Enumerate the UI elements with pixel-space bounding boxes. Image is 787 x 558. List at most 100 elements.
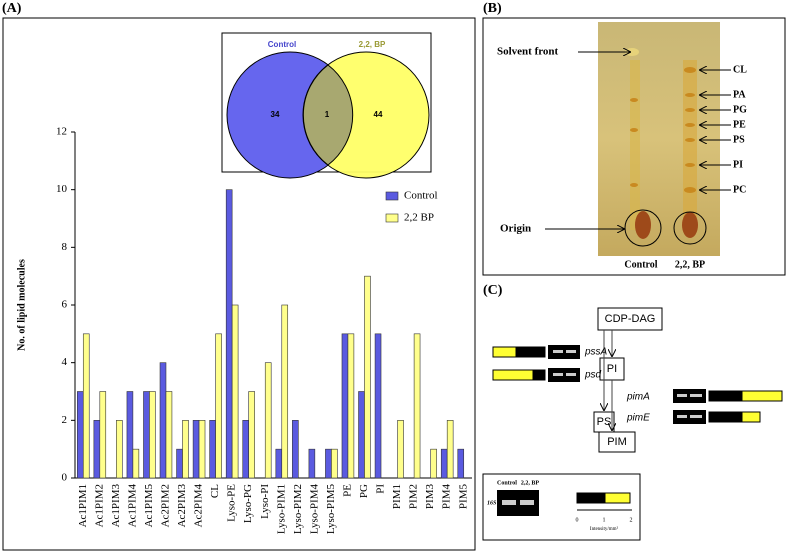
bar xyxy=(149,391,156,479)
bar xyxy=(82,333,90,479)
x-tick-label: Ac2PIM3 xyxy=(176,484,188,528)
bar xyxy=(215,333,222,479)
tick-label: 0 xyxy=(576,517,579,523)
x-tick-label: Ac1PIM2 xyxy=(93,484,105,527)
x-tick-label: PG xyxy=(358,484,370,498)
x-tick-label: Lyso-PG xyxy=(242,484,254,523)
bar xyxy=(209,420,216,479)
bar xyxy=(275,448,283,479)
x-tick-label: PIM3 xyxy=(424,484,436,510)
y-tick-label: 2 xyxy=(62,414,68,426)
bar xyxy=(242,420,249,479)
bar xyxy=(325,448,332,479)
legend-label: 2,2 BP xyxy=(404,212,434,224)
node-box xyxy=(597,307,663,331)
x-tick-label: Lyso-PIM4 xyxy=(308,484,320,535)
node-label: PI xyxy=(607,363,617,375)
bar xyxy=(77,391,84,479)
bar xyxy=(292,420,299,479)
node-box xyxy=(598,431,636,453)
gel-bands xyxy=(502,350,702,505)
y-tick-label: 10 xyxy=(56,183,68,195)
x-tick-label: Ac1PIM4 xyxy=(126,484,138,528)
x-tick-label: Ac2PIM4 xyxy=(193,484,205,528)
bar xyxy=(116,420,123,479)
legend-swatch xyxy=(385,191,399,201)
bar xyxy=(430,448,437,479)
bar xyxy=(281,304,289,479)
inset-frame xyxy=(482,473,641,541)
band-label: PA xyxy=(733,89,746,100)
venn-set-label: 2,2, BP xyxy=(359,40,386,49)
x-tick-label: CL xyxy=(209,484,221,498)
venn-count: 1 xyxy=(325,110,330,119)
axis-label: Intensity/mm² xyxy=(590,526,619,532)
venn-count: 44 xyxy=(374,110,383,119)
bar xyxy=(225,189,233,479)
bar xyxy=(457,448,465,479)
node-label: PS xyxy=(597,416,612,428)
x-tick-label: Lyso-PE xyxy=(226,484,238,522)
gene-label: pimA xyxy=(626,392,650,403)
y-axis-label: No. of lipid molecules xyxy=(16,259,27,351)
lane-label: Control xyxy=(497,480,517,486)
band-label: PI xyxy=(733,159,743,170)
x-tick-label: PIM5 xyxy=(457,484,469,510)
y-tick-label: 0 xyxy=(62,472,68,484)
lane-label: Control xyxy=(624,259,657,270)
bar xyxy=(248,391,255,479)
panel-label: (B) xyxy=(483,1,502,16)
bar xyxy=(358,391,365,479)
x-tick-label: Lyso-PIM1 xyxy=(275,484,287,534)
bar xyxy=(446,420,454,479)
y-tick-label: 6 xyxy=(62,299,68,311)
node-label: CDP-DAG xyxy=(605,313,656,325)
venn-overlap xyxy=(302,64,354,166)
bar xyxy=(159,362,167,479)
panel-label: (A) xyxy=(2,1,22,16)
panel-frame xyxy=(2,17,476,551)
venn-count: 34 xyxy=(271,110,280,119)
x-tick-label: PIM1 xyxy=(391,484,403,509)
tlc-label: Solvent front xyxy=(497,46,559,58)
x-tick-label: Ac1PIM1 xyxy=(77,484,89,527)
x-tick-label: PIM2 xyxy=(408,484,420,509)
tlc-lane xyxy=(630,60,640,230)
panel-frame xyxy=(482,17,786,276)
bar xyxy=(198,420,206,479)
band-label: PE xyxy=(733,119,746,130)
legend-swatch xyxy=(385,213,399,223)
y-tick-label: 4 xyxy=(62,356,68,368)
bar xyxy=(341,333,349,479)
bar xyxy=(308,448,316,479)
band-label: PG xyxy=(733,104,747,115)
band-label: PC xyxy=(733,184,746,195)
gene-label: pimE xyxy=(626,413,650,424)
bar xyxy=(374,333,382,479)
y-tick-label: 12 xyxy=(56,126,67,138)
pathway-arrows xyxy=(604,330,612,430)
x-tick-label: PI xyxy=(375,484,387,494)
bar xyxy=(364,275,371,479)
x-tick-label: Lyso-PI xyxy=(259,484,271,519)
tick-label: 1 xyxy=(603,517,606,523)
band-label: PS xyxy=(733,134,745,145)
panel-label: (C) xyxy=(483,283,503,298)
legend-label: Control xyxy=(404,190,438,202)
origin-circle xyxy=(624,209,662,247)
bar xyxy=(93,420,101,479)
bar xyxy=(99,391,107,479)
y-tick-label: 8 xyxy=(62,241,68,253)
x-tick-label: Ac1PIM5 xyxy=(143,484,155,528)
x-tick-label: Ac2PIM2 xyxy=(160,484,172,527)
node-label: PIM xyxy=(607,436,627,448)
x-tick-label: Lyso-PIM2 xyxy=(292,484,304,534)
tlc-label: Origin xyxy=(500,223,531,235)
bar xyxy=(192,420,200,479)
intensity-bars xyxy=(492,346,783,504)
bar xyxy=(347,333,355,479)
bar xyxy=(143,391,150,479)
bar xyxy=(132,448,140,479)
